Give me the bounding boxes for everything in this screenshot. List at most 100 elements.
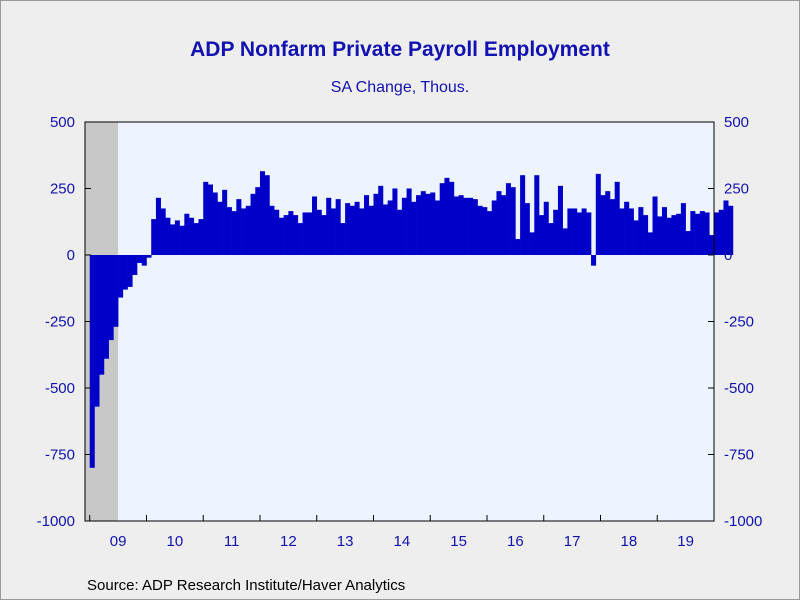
bar	[520, 175, 526, 255]
bar	[302, 212, 308, 255]
bar	[264, 175, 270, 255]
bar	[624, 201, 630, 255]
bar	[591, 255, 597, 266]
bar	[420, 191, 426, 255]
bars-layer	[89, 171, 734, 468]
bar	[477, 205, 483, 255]
bar	[330, 208, 336, 255]
bar	[245, 205, 251, 255]
bar	[671, 215, 677, 255]
bar	[174, 220, 180, 255]
bar	[505, 183, 511, 255]
bar	[557, 185, 563, 255]
bar	[193, 223, 199, 255]
bar	[496, 191, 502, 255]
bar	[335, 199, 341, 255]
bar	[534, 175, 540, 255]
bar	[728, 205, 734, 255]
bar	[614, 181, 620, 255]
bar	[562, 228, 568, 255]
bar	[676, 213, 682, 255]
bar	[411, 201, 417, 255]
x-tick-label: 12	[280, 533, 297, 550]
bar	[316, 209, 322, 255]
bar	[274, 209, 280, 255]
bar	[378, 185, 384, 255]
bar	[141, 255, 147, 266]
bar	[605, 191, 611, 255]
bar	[151, 219, 157, 255]
bar	[250, 193, 256, 255]
bar	[680, 203, 686, 255]
y-tick-label-right: 250	[724, 181, 749, 198]
bar	[709, 235, 715, 255]
bar	[600, 195, 606, 255]
bar	[241, 208, 247, 255]
bar	[203, 181, 209, 255]
bar	[515, 239, 521, 255]
bar	[468, 197, 474, 255]
y-tick-label-right: 500	[724, 114, 749, 131]
bar	[382, 204, 388, 255]
chart-subtitle: SA Change, Thous.	[330, 79, 470, 96]
bar	[638, 207, 644, 255]
bar	[170, 224, 176, 255]
bar	[349, 205, 355, 255]
bar	[113, 255, 119, 327]
source-note: Source: ADP Research Institute/Haver Ana…	[87, 577, 406, 594]
bar	[666, 217, 672, 255]
x-tick-label: 19	[677, 533, 694, 550]
bar	[89, 255, 95, 468]
bar	[146, 255, 152, 258]
bar	[482, 207, 488, 255]
bar	[695, 213, 701, 255]
bar	[510, 187, 516, 255]
bar	[103, 255, 109, 359]
bar	[326, 197, 332, 255]
bar	[486, 211, 493, 255]
bar	[524, 203, 530, 255]
bar	[609, 199, 615, 255]
bar	[122, 255, 128, 290]
x-tick-label: 16	[507, 533, 524, 550]
x-tick-label: 09	[110, 533, 127, 550]
x-tick-label: 18	[621, 533, 638, 550]
bar	[397, 209, 403, 255]
y-tick-label-left: 250	[50, 181, 75, 198]
x-tick-label: 13	[337, 533, 354, 550]
bar	[198, 219, 204, 255]
bar	[94, 255, 100, 407]
bar	[359, 208, 365, 255]
y-tick-label-left: 0	[67, 247, 75, 264]
bar	[439, 183, 445, 255]
bar	[255, 187, 261, 255]
plot-area	[85, 122, 714, 521]
bar	[401, 197, 407, 255]
bar	[430, 192, 436, 255]
x-tick-label: 11	[224, 533, 240, 550]
bar	[179, 225, 185, 255]
bar	[340, 223, 346, 255]
bar	[539, 215, 545, 255]
y-tick-label-right: -1000	[724, 513, 762, 530]
bar	[118, 255, 124, 298]
bar	[472, 199, 478, 255]
bar	[160, 208, 166, 255]
bar	[406, 188, 412, 255]
bar	[501, 195, 507, 255]
bar	[434, 200, 440, 255]
bar	[259, 171, 266, 255]
bar	[312, 196, 318, 255]
y-tick-label-left: -750	[45, 447, 75, 464]
bar	[595, 173, 601, 255]
bar	[723, 200, 729, 255]
y-tick-label-right: -500	[724, 380, 754, 397]
bar	[543, 201, 549, 255]
x-tick-label: 14	[394, 533, 411, 550]
bar	[127, 255, 133, 287]
chart-title: ADP Nonfarm Private Payroll Employment	[190, 38, 610, 61]
y-tick-label-left: -250	[45, 314, 75, 331]
bar	[231, 211, 237, 255]
bar	[269, 205, 275, 255]
bar	[553, 209, 559, 255]
